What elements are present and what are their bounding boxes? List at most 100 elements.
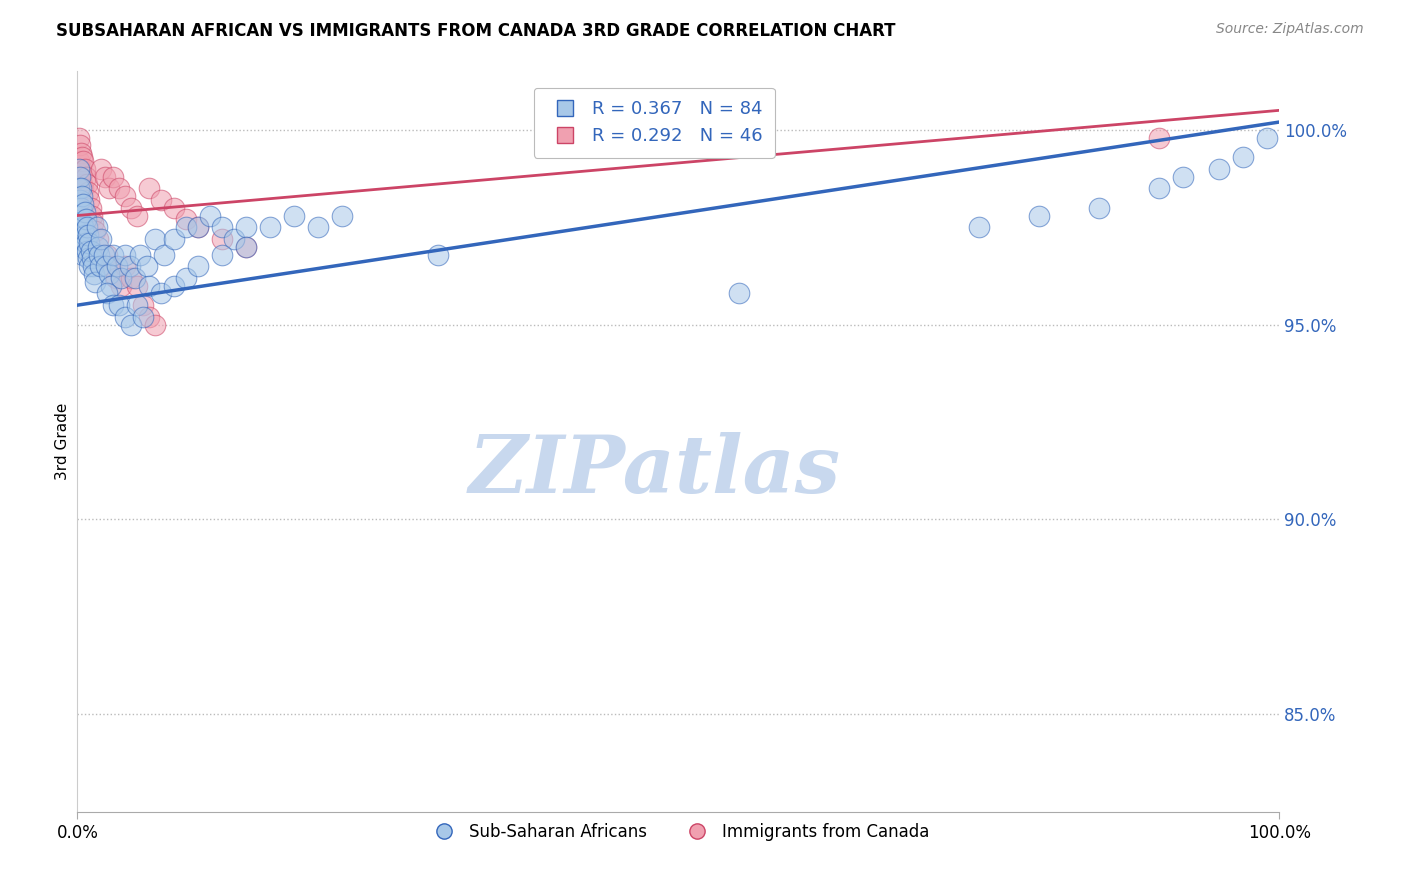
- Point: [70, 201, 93, 215]
- Point: [127, 278, 149, 293]
- Point: [108, 181, 131, 195]
- Point: [72, 197, 94, 211]
- Point: [1173, 169, 1195, 184]
- Point: [235, 220, 257, 235]
- Point: [100, 259, 122, 273]
- Point: [1208, 161, 1230, 176]
- Point: [138, 181, 160, 195]
- Point: [174, 220, 197, 235]
- Text: Source: ZipAtlas.com: Source: ZipAtlas.com: [1216, 22, 1364, 37]
- Point: [1149, 130, 1171, 145]
- Point: [150, 193, 173, 207]
- Point: [80, 252, 103, 266]
- Point: [72, 220, 94, 235]
- Point: [77, 252, 100, 266]
- Point: [427, 247, 450, 261]
- Point: [174, 212, 197, 227]
- Point: [330, 209, 353, 223]
- Point: [127, 209, 149, 223]
- Point: [89, 259, 111, 273]
- Point: [174, 271, 197, 285]
- Point: [73, 227, 96, 242]
- Point: [110, 271, 132, 285]
- Point: [120, 259, 142, 273]
- Point: [124, 271, 146, 285]
- Point: [186, 220, 209, 235]
- Point: [96, 286, 118, 301]
- Point: [110, 278, 132, 293]
- Point: [70, 240, 93, 254]
- Point: [72, 181, 94, 195]
- Text: SUBSAHARAN AFRICAN VS IMMIGRANTS FROM CANADA 3RD GRADE CORRELATION CHART: SUBSAHARAN AFRICAN VS IMMIGRANTS FROM CA…: [56, 22, 896, 40]
- Point: [128, 247, 150, 261]
- Point: [127, 298, 149, 312]
- Point: [145, 232, 167, 246]
- Point: [70, 169, 93, 184]
- Point: [114, 259, 136, 273]
- Point: [77, 227, 100, 242]
- Point: [727, 286, 749, 301]
- Point: [76, 220, 98, 235]
- Point: [67, 130, 90, 145]
- Point: [69, 220, 91, 235]
- Point: [90, 161, 112, 176]
- Point: [967, 220, 990, 235]
- Point: [70, 189, 93, 203]
- Point: [97, 181, 120, 195]
- Point: [114, 189, 136, 203]
- Point: [70, 150, 93, 164]
- Point: [70, 146, 93, 161]
- Point: [79, 259, 101, 273]
- Point: [79, 201, 101, 215]
- Point: [72, 247, 94, 261]
- Point: [145, 318, 167, 332]
- Point: [136, 259, 159, 273]
- Point: [162, 278, 184, 293]
- Point: [80, 209, 103, 223]
- Point: [73, 204, 96, 219]
- Point: [120, 271, 142, 285]
- Point: [120, 201, 142, 215]
- Point: [76, 178, 98, 192]
- Point: [79, 193, 101, 207]
- Point: [87, 247, 110, 261]
- Point: [69, 138, 91, 153]
- Point: [96, 259, 118, 273]
- Point: [150, 286, 173, 301]
- Point: [70, 181, 93, 195]
- Point: [132, 310, 155, 324]
- Point: [1256, 130, 1278, 145]
- Point: [94, 169, 117, 184]
- Point: [114, 310, 136, 324]
- Point: [235, 240, 257, 254]
- Point: [211, 220, 233, 235]
- Point: [96, 247, 118, 261]
- Point: [75, 235, 97, 250]
- Point: [79, 244, 101, 258]
- Point: [77, 185, 100, 199]
- Point: [75, 169, 97, 184]
- Y-axis label: 3rd Grade: 3rd Grade: [55, 403, 70, 480]
- Point: [307, 220, 329, 235]
- Point: [211, 232, 233, 246]
- Point: [84, 224, 107, 238]
- Legend: Sub-Saharan Africans, Immigrants from Canada: Sub-Saharan Africans, Immigrants from Ca…: [420, 816, 936, 847]
- Point: [162, 201, 184, 215]
- Point: [103, 298, 125, 312]
- Point: [1232, 150, 1254, 164]
- Point: [87, 232, 110, 246]
- Point: [82, 216, 104, 230]
- Point: [198, 209, 221, 223]
- Point: [87, 240, 110, 254]
- Point: [138, 310, 160, 324]
- Point: [73, 161, 96, 176]
- Point: [1088, 201, 1111, 215]
- Point: [162, 232, 184, 246]
- Point: [222, 232, 245, 246]
- Point: [100, 278, 122, 293]
- Point: [69, 161, 91, 176]
- Point: [104, 271, 127, 285]
- Point: [97, 267, 120, 281]
- Point: [86, 220, 108, 235]
- Point: [186, 259, 209, 273]
